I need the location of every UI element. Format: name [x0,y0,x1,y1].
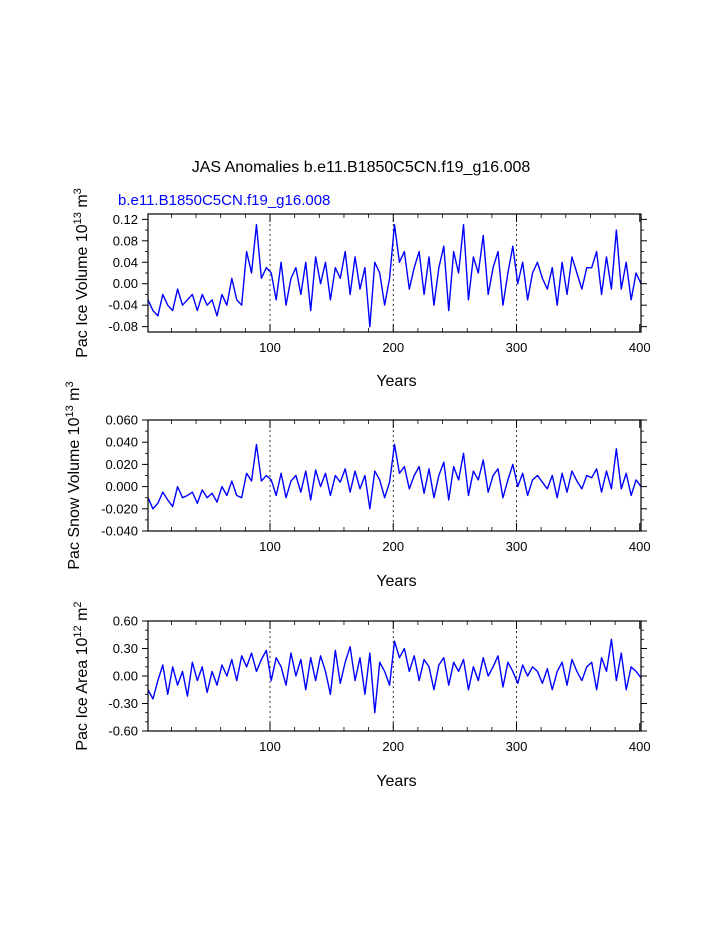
y-tick-label: 0.08 [113,233,138,248]
y-tick-label: 0.040 [105,435,138,450]
y-tick-label: 0.60 [113,614,138,629]
x-tick-label: 300 [506,739,528,754]
x-tick-label: 400 [629,739,651,754]
x-tick-label: 200 [382,539,404,554]
chart-panel-2: 100 200 300 400 -0.040 -0.020 0.000 0.020 0.040 0… [64,381,651,590]
y-tick-label: 0.30 [113,641,138,656]
y-tick-label: -0.08 [108,319,138,334]
y-tick-label: -0.020 [101,501,138,516]
x-tick-label: 100 [259,539,281,554]
x-tick-label: 200 [382,340,404,355]
x-tick-label: 400 [629,539,651,554]
y-tick-label: 0.00 [113,276,138,291]
y-tick-label: 0.00 [113,669,138,684]
series-line [147,443,642,510]
chart-panel-3: 100 200 300 400 -0.60 -0.30 0.00 0.30 0.60 Years P… [72,601,651,790]
y-axis-label: Pac Snow Volume 1013 m3 [64,381,83,569]
y-tick-label: -0.04 [108,298,138,313]
x-axis-label: Years [376,573,416,590]
series-line [147,224,642,328]
plot-frame [147,620,642,732]
y-tick-label: -0.60 [108,724,138,739]
chart-panel-1: 100 200 300 400 -0.08 -0.04 0.00 0.04 0.08 0.12 Ye… [72,188,651,390]
x-tick-label: 200 [382,739,404,754]
x-tick-label: 300 [506,340,528,355]
y-axis-label: Pac Ice Volume 1013 m3 [72,188,91,358]
y-axis-label: Pac Ice Area 1012 m2 [72,601,91,750]
series-line [147,638,642,714]
x-tick-label: 100 [259,340,281,355]
y-tick-label: 0.04 [113,255,138,270]
plot-frame [147,419,642,532]
main-title: JAS Anomalies b.e11.B1850C5CN.f19_g16.00… [192,159,531,176]
y-tick-label: -0.30 [108,696,138,711]
x-tick-label: 400 [629,340,651,355]
x-tick-label: 300 [506,539,528,554]
case-label: b.e11.B1850C5CN.f19_g16.008 [118,192,330,209]
y-tick-label: -0.040 [101,524,138,539]
panels: 100 200 300 400 -0.08 -0.04 0.00 0.04 0.08 0.12 Ye… [64,188,651,790]
y-tick-label: 0.020 [105,457,138,472]
x-axis-label: Years [376,373,416,390]
y-tick-label: 0.12 [113,212,138,227]
y-tick-label: 0.060 [105,413,138,428]
y-tick-label: 0.000 [105,479,138,494]
x-tick-label: 100 [259,739,281,754]
x-axis-label: Years [376,773,416,790]
